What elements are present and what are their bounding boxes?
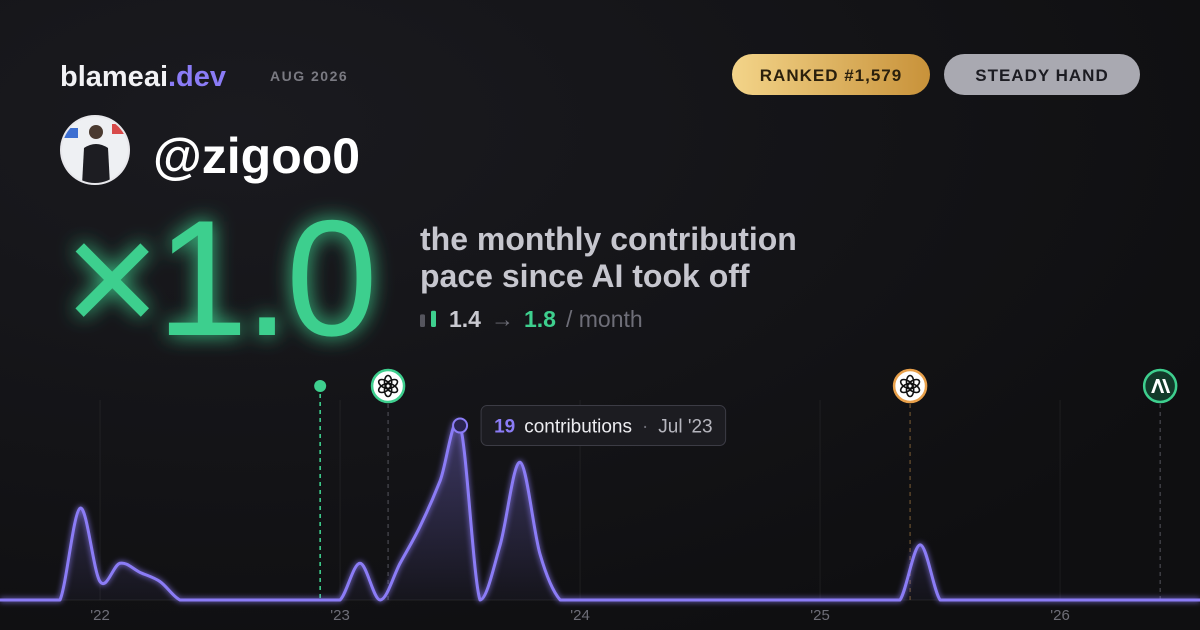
- x-tick-label: '24: [570, 607, 590, 624]
- tooltip-label: contributions: [524, 417, 632, 438]
- username: @zigoo0: [153, 128, 360, 184]
- tooltip-separator: ·: [642, 417, 648, 438]
- peak-point: [452, 417, 469, 434]
- x-tick-label: '22: [90, 607, 110, 624]
- caption-line: the monthly contribution: [420, 221, 797, 257]
- before-value: 1.4: [449, 306, 481, 332]
- x-tick-label: '23: [330, 607, 350, 624]
- multiplier: ×1.0: [64, 186, 374, 370]
- event-icon: [370, 368, 406, 404]
- style-badge: [944, 54, 1140, 95]
- brand: blameai.dev: [60, 61, 226, 93]
- arrow: →: [491, 306, 514, 332]
- brand-tld: .dev: [168, 61, 226, 93]
- brand-name: blameai: [60, 61, 168, 93]
- after-bar: [431, 310, 436, 327]
- style-badge-text: STEADY HAND: [975, 66, 1108, 85]
- tooltip-value: 19: [494, 417, 515, 438]
- pace-stats: 1.4 → 1.8 / month: [420, 306, 643, 332]
- before-bar: [420, 314, 425, 327]
- after-value: 1.8: [524, 306, 556, 332]
- event-glyph: [899, 378, 914, 390]
- rank-badge: [732, 54, 930, 95]
- event-icon: [892, 368, 928, 404]
- caption-line: pace since AI took off: [420, 258, 750, 294]
- x-tick-label: '25: [810, 607, 830, 624]
- rank-badge-text: RANKED #1,579: [760, 66, 902, 85]
- area: [0, 421, 1200, 600]
- date: AUG 2026: [270, 68, 348, 84]
- event-glyph: [1151, 379, 1171, 393]
- event-dot: [314, 380, 327, 392]
- x-tick-label: '26: [1050, 607, 1070, 624]
- event-glyph: [377, 378, 392, 390]
- avatar: [60, 115, 130, 185]
- tooltip: [480, 405, 727, 447]
- line: [0, 420, 1200, 602]
- chart: '22 '23 '24 '25 '26 19 contributions · Jul '23: [0, 368, 1200, 624]
- tooltip-date: Jul '23: [658, 417, 712, 438]
- unit: / month: [566, 306, 643, 332]
